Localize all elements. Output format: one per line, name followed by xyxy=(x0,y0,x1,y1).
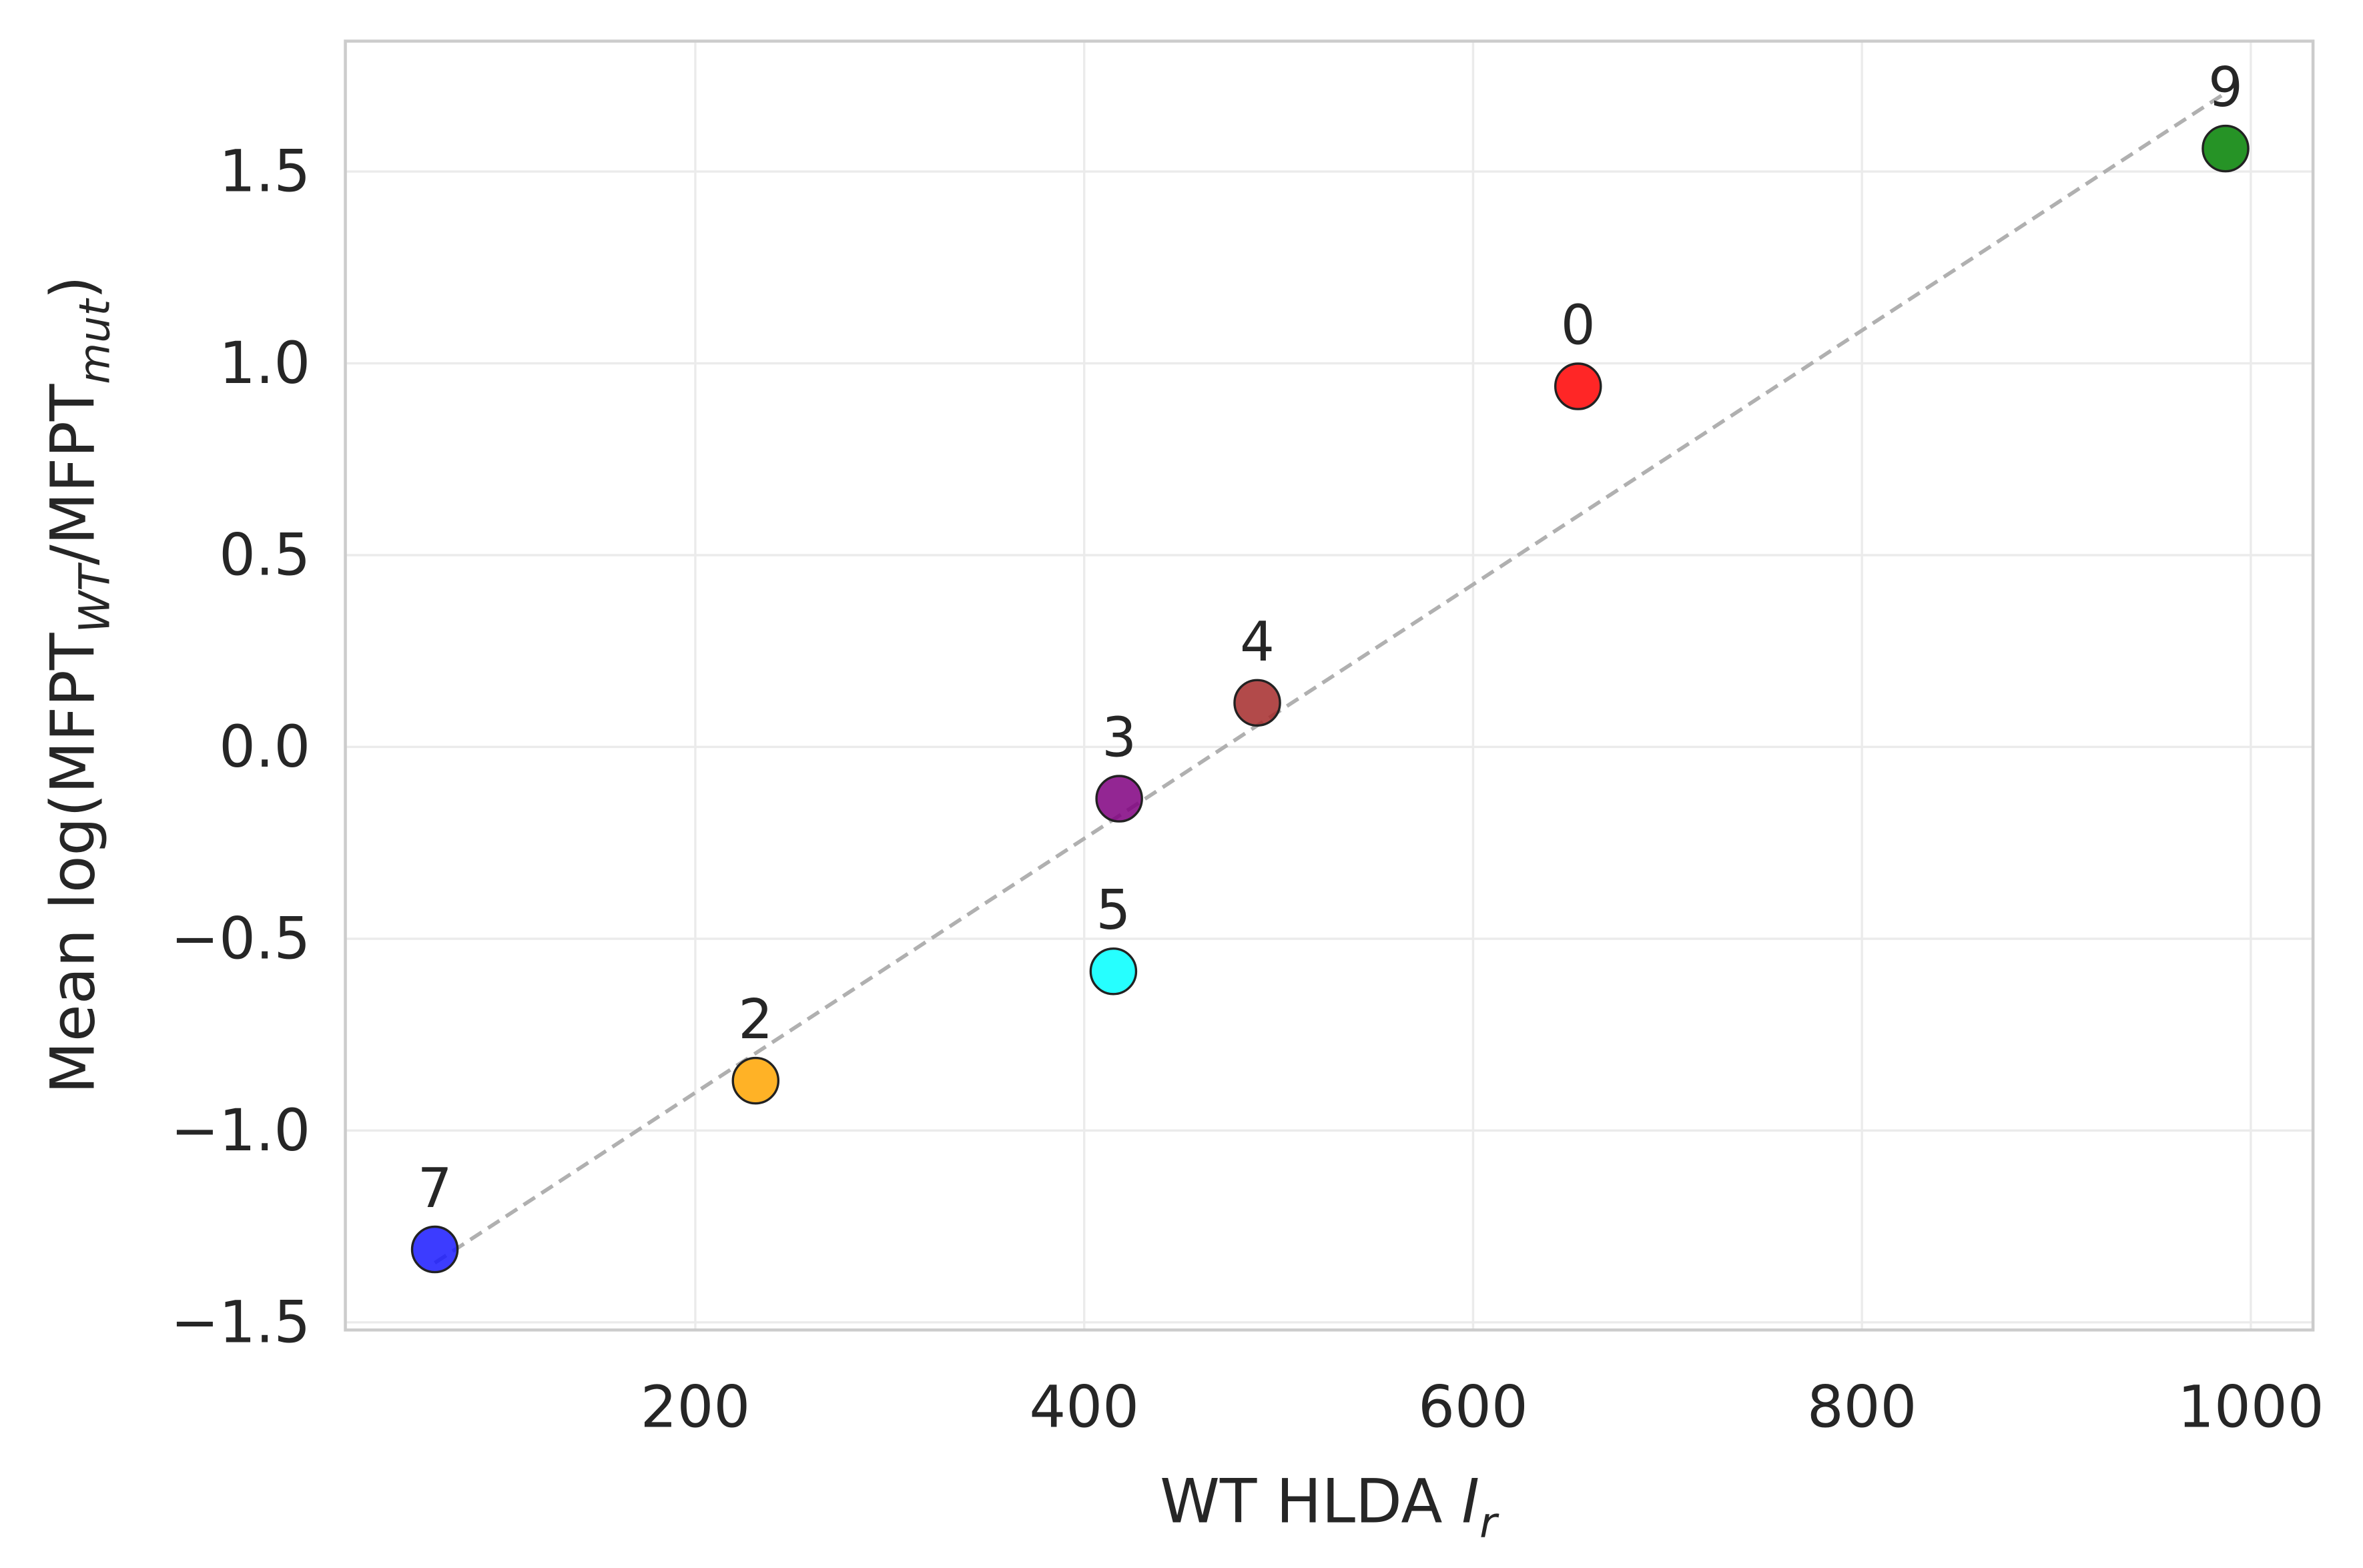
point-label: 9 xyxy=(2208,56,2243,119)
points-group: 7 2 5 3 4 0 9 xyxy=(410,56,2250,1274)
x-tick-label: 800 xyxy=(1807,1375,1917,1441)
x-tick-label: 1000 xyxy=(2177,1375,2324,1441)
data-point xyxy=(731,1056,780,1105)
y-tick-label: −0.5 xyxy=(171,905,310,972)
data-point xyxy=(410,1225,459,1274)
y-tick-label: 0.0 xyxy=(219,714,310,781)
plot-frame xyxy=(344,39,2315,1332)
data-point xyxy=(1233,679,1281,727)
x-axis-label: WT HLDA Ir xyxy=(1160,1467,1499,1548)
data-point xyxy=(1089,947,1138,996)
data-point xyxy=(2202,124,2250,173)
y-tick-label: 1.0 xyxy=(219,330,310,397)
x-tick-label: 200 xyxy=(641,1375,751,1441)
point-label: 5 xyxy=(1096,879,1130,942)
y-tick-label: −1.5 xyxy=(171,1289,310,1356)
point-label: 4 xyxy=(1240,611,1275,674)
grid xyxy=(345,41,2314,1330)
point-label: 0 xyxy=(1561,294,1596,357)
trend-line-group xyxy=(434,91,2227,1265)
y-tick-label: 0.5 xyxy=(219,522,310,589)
x-tick-label: 400 xyxy=(1029,1375,1139,1441)
data-point xyxy=(1554,362,1602,410)
point-label: 2 xyxy=(738,988,773,1052)
y-tick-label: 1.5 xyxy=(219,139,310,206)
trend-line xyxy=(434,91,2227,1265)
tick-labels: 200 400 600 800 1000 −1.5 −1.0 −0.5 0.0 0.5 1.0 1.5 xyxy=(171,139,2324,1441)
point-label: 3 xyxy=(1102,706,1136,769)
y-axis-label: Mean log(MFPTWT/MFPTmut) xyxy=(39,276,119,1094)
data-point xyxy=(1095,775,1143,823)
point-label: 7 xyxy=(418,1157,452,1220)
y-tick-label: −1.0 xyxy=(171,1098,310,1164)
x-tick-label: 600 xyxy=(1418,1375,1528,1441)
